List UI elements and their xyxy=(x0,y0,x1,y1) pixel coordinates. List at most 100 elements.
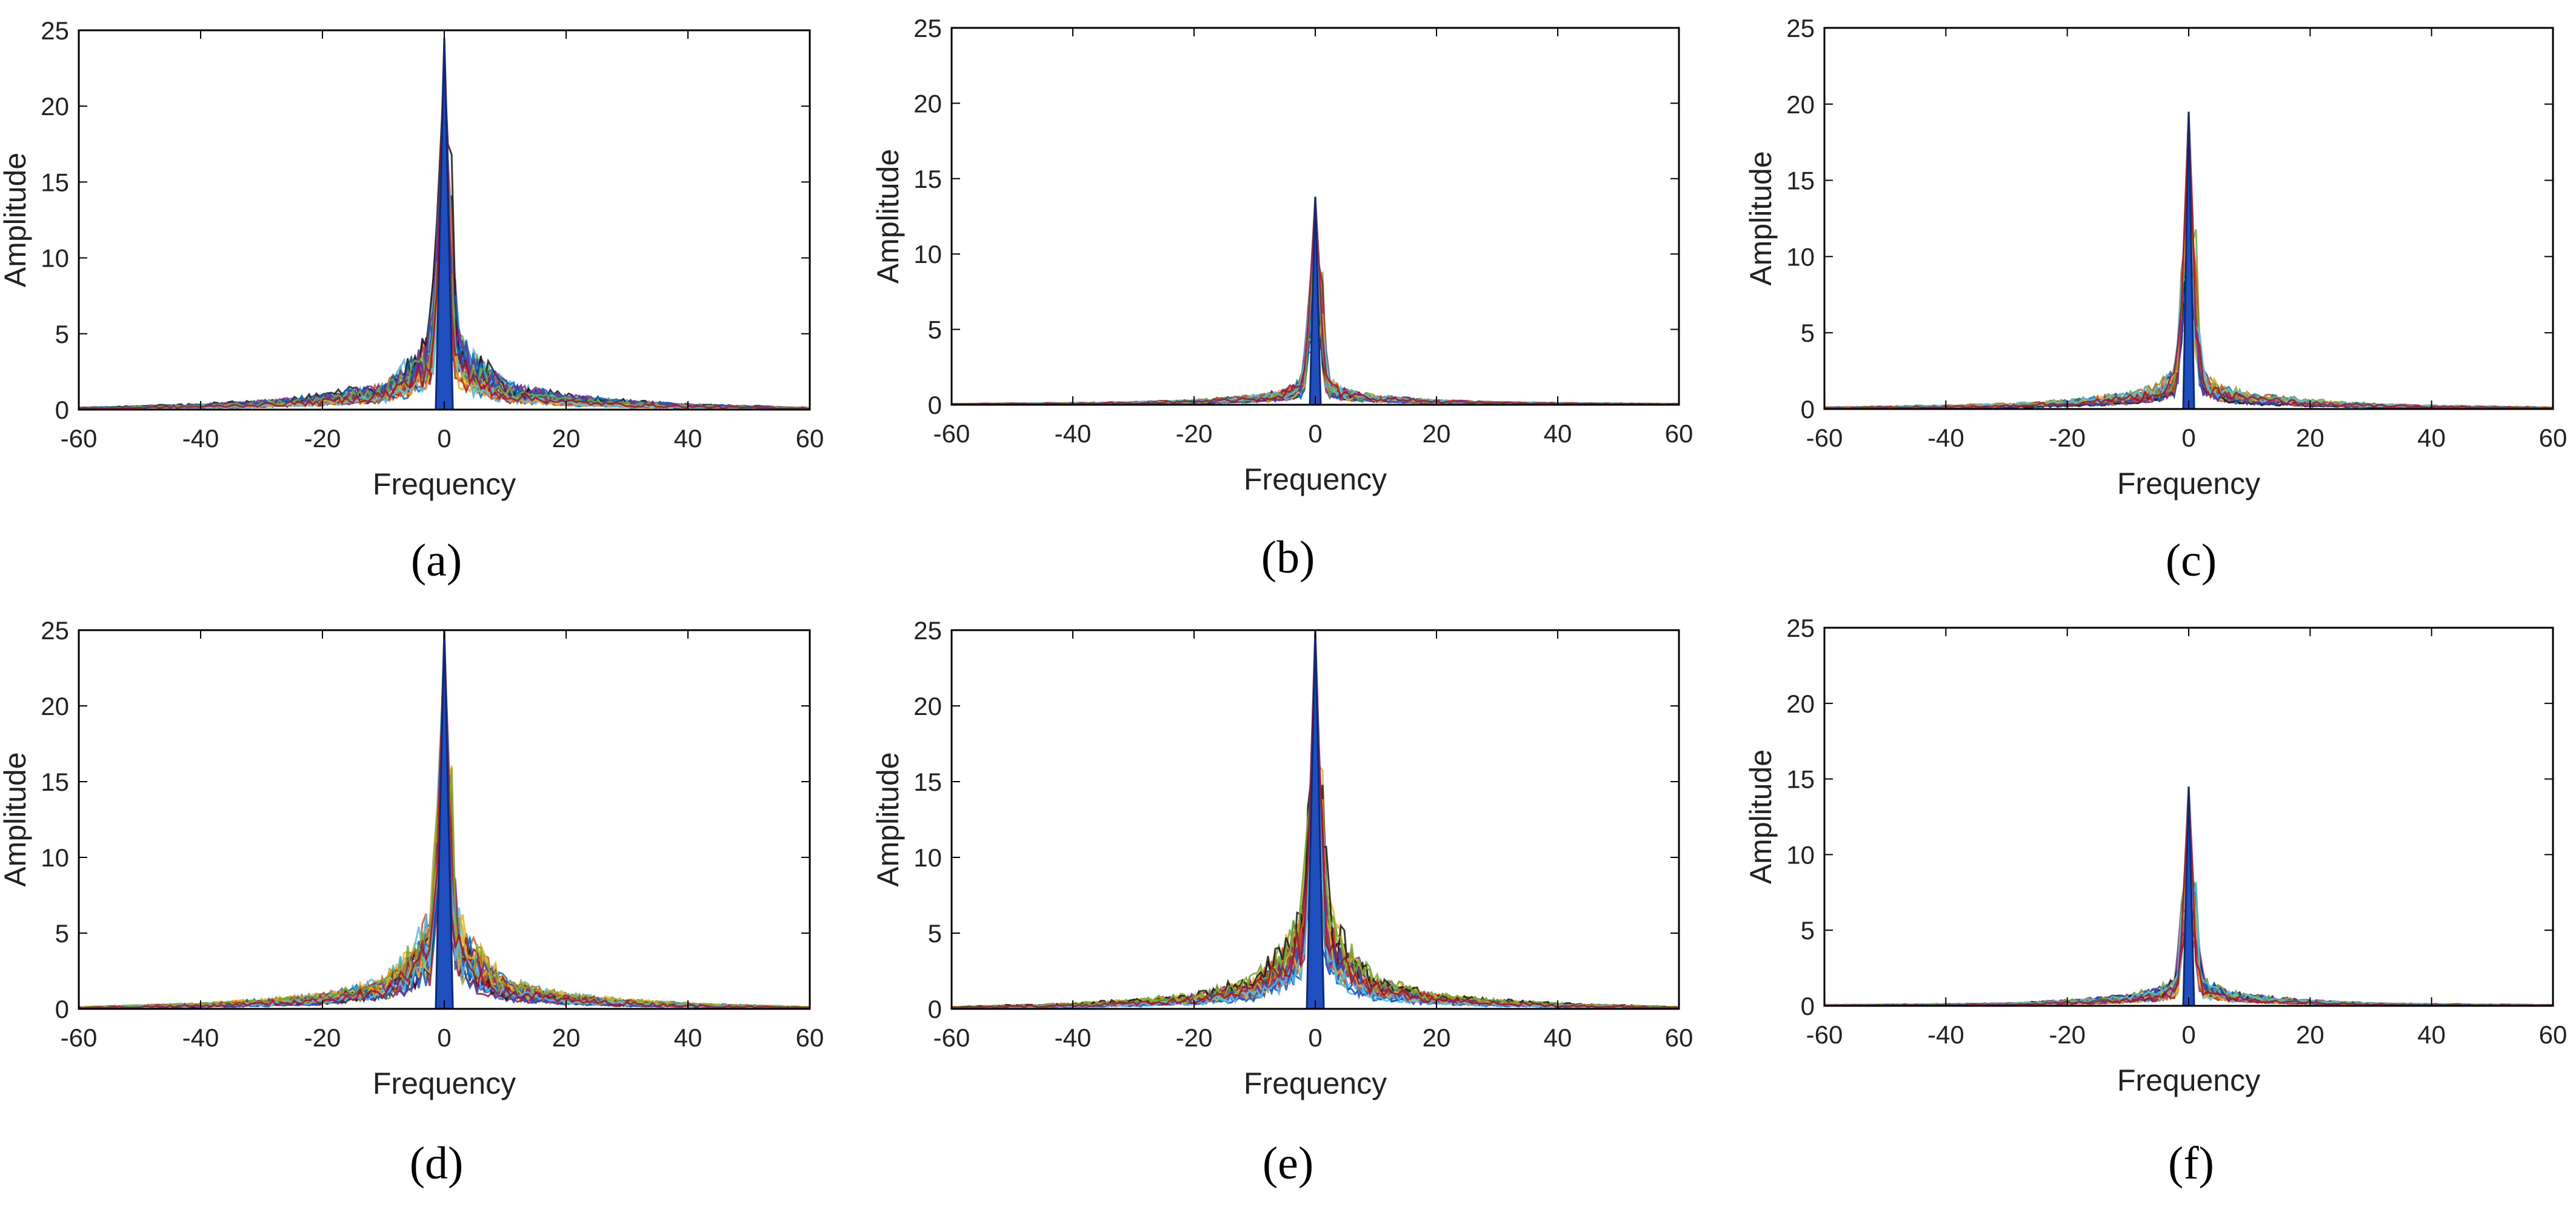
y-axis-title: Amplitude xyxy=(1744,151,1778,285)
x-tick-label: 60 xyxy=(2539,1020,2568,1049)
y-tick-label: 20 xyxy=(913,89,942,118)
x-tick-label: -60 xyxy=(933,419,970,448)
chart-panel-c: -60 -40 -20 0 20 40 60 0 5 10 15 20 25 Frequency Ampli… xyxy=(1744,14,2567,586)
x-tick-label: -40 xyxy=(1927,424,1964,452)
y-tick-label: 20 xyxy=(1786,690,1815,718)
x-axis-title: Frequency xyxy=(1244,462,1387,496)
x-axis-title: Frequency xyxy=(373,1066,516,1100)
x-tick-label: 40 xyxy=(1544,1023,1572,1052)
peak-spike xyxy=(2182,786,2195,1006)
panel-caption: (c) xyxy=(2166,535,2217,586)
x-tick-label: 0 xyxy=(1308,419,1322,448)
y-tick-label: 15 xyxy=(1786,765,1815,794)
x-tick-label: -60 xyxy=(933,1023,970,1052)
y-axis-title: Amplitude xyxy=(1744,750,1778,884)
y-tick-label: 25 xyxy=(913,14,942,42)
y-tick-label: 25 xyxy=(913,616,942,645)
x-tick-label: 0 xyxy=(2181,424,2195,452)
y-tick-label: 25 xyxy=(1786,614,1815,642)
y-tick-label: 10 xyxy=(1786,242,1815,271)
y-tick-label: 0 xyxy=(928,391,942,419)
y-tick-label: 20 xyxy=(1786,90,1815,119)
y-tick-label: 15 xyxy=(1786,167,1815,195)
y-tick-label: 5 xyxy=(1801,319,1815,347)
x-tick-label: 60 xyxy=(796,424,824,453)
y-tick-label: 20 xyxy=(913,692,942,720)
x-axis-title: Frequency xyxy=(373,467,516,501)
y-axis-title: Amplitude xyxy=(0,153,32,287)
x-tick-label: 40 xyxy=(674,1023,702,1052)
y-tick-label: 15 xyxy=(41,168,69,196)
panel-caption: (d) xyxy=(410,1138,464,1189)
x-tick-label: -20 xyxy=(1176,419,1213,448)
traces-group xyxy=(1824,111,2553,409)
x-tick-label: 0 xyxy=(2181,1020,2195,1049)
x-tick-label: -60 xyxy=(61,1023,98,1052)
x-tick-label: -40 xyxy=(182,1023,219,1052)
x-tick-label: 60 xyxy=(2539,424,2568,452)
y-tick-label: 5 xyxy=(928,919,942,948)
y-tick-label: 25 xyxy=(1786,14,1815,42)
y-tick-label: 5 xyxy=(55,320,69,348)
peak-spike xyxy=(1309,196,1322,405)
x-tick-label: 40 xyxy=(1544,419,1572,448)
x-tick-label: 40 xyxy=(2417,424,2446,452)
peak-spike xyxy=(435,38,454,410)
chart-panel-b: -60 -40 -20 0 20 40 60 0 5 10 15 20 25 Frequency Ampli… xyxy=(871,14,1693,583)
x-tick-label: -20 xyxy=(1176,1023,1213,1052)
traces-group xyxy=(952,196,1679,405)
x-tick-label: 20 xyxy=(1423,1023,1451,1052)
y-tick-label: 0 xyxy=(55,995,69,1023)
x-tick-label: -40 xyxy=(1055,419,1092,448)
y-tick-label: 5 xyxy=(1801,916,1815,945)
y-tick-label: 20 xyxy=(41,692,69,720)
x-tick-label: -60 xyxy=(1806,1020,1843,1049)
x-tick-label: 60 xyxy=(1665,419,1693,448)
y-tick-label: 10 xyxy=(41,843,69,872)
x-tick-label: 60 xyxy=(796,1023,824,1052)
x-tick-label: 0 xyxy=(437,1023,451,1052)
y-tick-label: 0 xyxy=(1801,395,1815,424)
y-tick-label: 15 xyxy=(913,768,942,796)
x-tick-label: -40 xyxy=(1927,1020,1964,1049)
x-axis-title: Frequency xyxy=(2117,1063,2260,1097)
chart-panel-e: -60 -40 -20 0 20 40 60 0 5 10 15 20 25 Frequency Ampli… xyxy=(871,616,1693,1189)
chart-panel-f: -60 -40 -20 0 20 40 60 0 5 10 15 20 25 Frequency Ampli… xyxy=(1744,614,2567,1189)
panel-caption: (f) xyxy=(2168,1138,2214,1189)
traces-group xyxy=(79,38,810,410)
x-tick-label: -20 xyxy=(2049,1020,2086,1049)
peak-spike xyxy=(2182,111,2195,409)
x-tick-label: 20 xyxy=(552,424,581,453)
traces-group xyxy=(952,630,1679,1009)
traces-group xyxy=(79,630,810,1009)
x-tick-label: -20 xyxy=(2049,424,2086,452)
y-tick-label: 0 xyxy=(55,396,69,424)
y-axis-title: Amplitude xyxy=(871,149,905,284)
y-axis-title: Amplitude xyxy=(871,752,905,886)
y-tick-label: 0 xyxy=(1801,992,1815,1020)
panel-caption: (b) xyxy=(1261,532,1315,583)
x-tick-label: -60 xyxy=(1806,424,1843,452)
x-axis-title: Frequency xyxy=(1244,1066,1387,1100)
x-tick-label: 40 xyxy=(2417,1020,2446,1049)
x-tick-label: 20 xyxy=(2296,1020,2324,1049)
y-tick-label: 10 xyxy=(913,240,942,268)
chart-panel-a: -60 -40 -20 0 20 40 60 0 5 10 15 20 25 Frequency Ampli… xyxy=(0,16,824,586)
y-tick-label: 25 xyxy=(41,16,69,45)
x-tick-label: -20 xyxy=(304,1023,341,1052)
peak-spike xyxy=(435,630,454,1009)
x-tick-label: 40 xyxy=(674,424,702,453)
x-tick-label: 0 xyxy=(437,424,451,453)
y-tick-label: 5 xyxy=(928,316,942,344)
peak-spike xyxy=(1306,630,1325,1009)
y-tick-label: 20 xyxy=(41,92,69,121)
traces-group xyxy=(1824,786,2553,1006)
y-tick-label: 25 xyxy=(41,616,69,645)
x-tick-label: -40 xyxy=(182,424,219,453)
x-tick-label: 20 xyxy=(2296,424,2324,452)
x-tick-label: -20 xyxy=(304,424,341,453)
y-tick-label: 5 xyxy=(55,919,69,948)
panel-caption: (a) xyxy=(411,535,462,586)
y-tick-label: 15 xyxy=(913,165,942,193)
